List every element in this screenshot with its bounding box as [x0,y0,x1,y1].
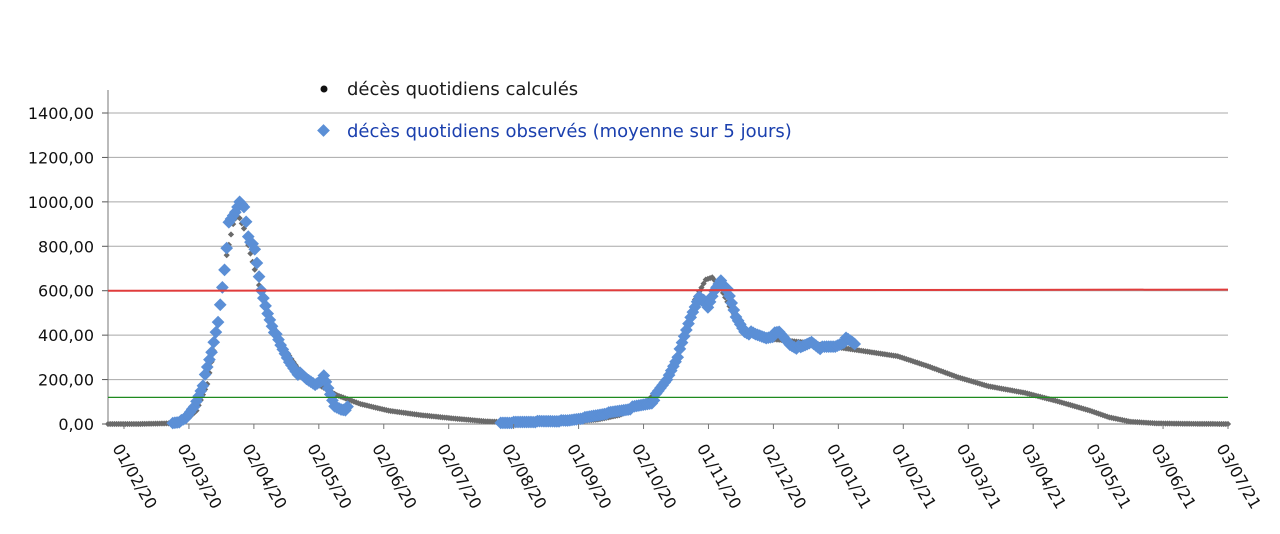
x-tick-label: 01/09/20 [563,441,615,513]
observed-point [250,256,264,270]
y-tick-label: 800,00 [38,237,94,256]
observed-point [216,280,229,294]
legend-marker-calculated [320,85,328,93]
x-axis-ticks: 01/02/20 02/03/20 02/04/20 02/05/20 02/06/20… [109,424,1265,512]
x-tick-label: 02/06/20 [368,441,420,513]
x-tick-label: 01/02/21 [888,441,940,513]
observed-point [205,345,218,359]
x-tick-label: 02/04/20 [238,441,290,513]
observed-point [211,315,225,329]
y-tick-label: 1000,00 [28,193,94,212]
x-tick-label: 02/08/20 [498,441,550,513]
y-tick-label: 1200,00 [28,148,94,167]
x-tick-label: 02/05/20 [303,441,355,513]
observed-point [341,400,354,414]
y-axis-ticks: 0,00 200,00 400,00 600,00 800,00 1000,00 1200,… [28,104,108,434]
observed-point [220,241,234,255]
y-tick-label: 600,00 [38,282,94,301]
observed-point [239,215,253,229]
observed-point [218,263,231,277]
reference-line [107,288,1229,292]
observed-point [248,242,262,256]
observed-point [209,325,223,339]
observed-point [196,379,210,393]
x-tick-label: 01/11/20 [693,441,745,513]
axes [107,90,1228,425]
x-tick-label: 03/07/21 [1213,441,1265,513]
x-tick-label: 02/07/20 [433,441,485,513]
y-tick-label: 200,00 [38,371,94,390]
x-tick-label: 02/10/20 [628,441,680,513]
legend: décès quotidiens calculés décès quotidie… [317,79,792,142]
x-tick-label: 03/03/21 [953,441,1005,513]
legend-marker-observed [317,124,330,137]
x-tick-label: 01/01/21 [823,441,875,513]
y-tick-label: 1400,00 [28,104,94,123]
observed-point [252,270,266,284]
x-tick-label: 01/02/20 [109,441,161,513]
legend-label-calculated: décès quotidiens calculés [347,79,578,100]
x-tick-label: 03/06/21 [1148,441,1200,513]
calculated-point [227,231,235,238]
reference-lines [107,288,1229,398]
observed-point [213,298,227,312]
legend-label-observed: décès quotidiens observés (moyenne sur 5… [347,121,792,142]
x-tick-label: 03/04/21 [1018,441,1070,513]
x-tick-label: 02/12/20 [758,441,810,513]
observed-point [237,200,251,214]
y-tick-label: 0,00 [58,415,94,434]
y-tick-label: 400,00 [38,326,94,345]
observed-point [207,335,221,349]
x-tick-label: 03/05/21 [1083,441,1135,513]
series-observed [166,195,862,430]
x-tick-label: 02/03/20 [173,441,225,513]
